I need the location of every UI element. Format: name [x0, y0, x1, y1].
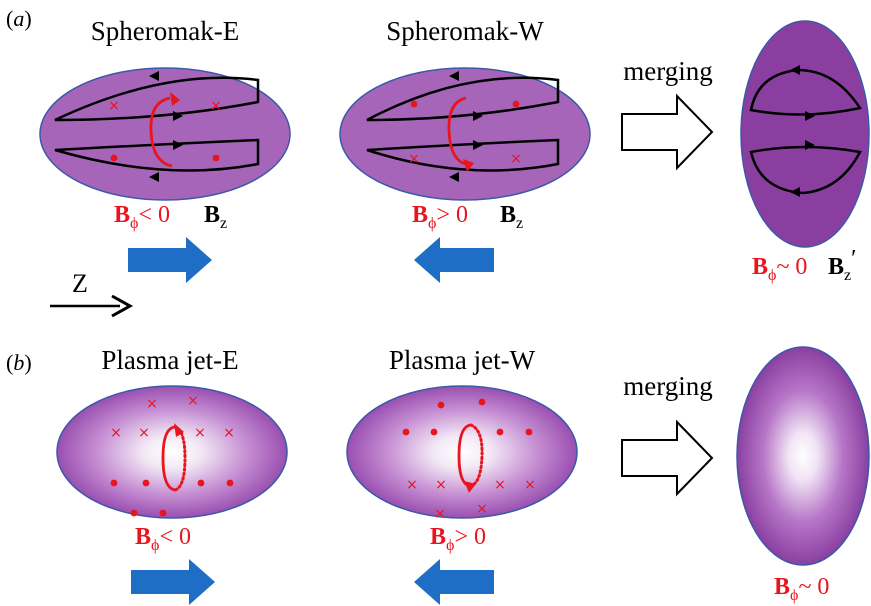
spheromak-w-bz: Bz — [500, 202, 523, 232]
out-of-page-icon — [478, 398, 486, 406]
red-arrowhead-icon — [463, 159, 474, 172]
velocity-west-arrow — [414, 237, 494, 283]
toroidal-field-arc — [149, 96, 173, 168]
into-page-icon: × — [406, 477, 418, 493]
field-arrow-icon — [173, 111, 183, 121]
field-arrow-icon — [473, 140, 483, 150]
into-page-icon: × — [110, 425, 122, 441]
toroidal-field-arc-front — [457, 423, 472, 488]
into-page-icon: × — [187, 393, 199, 409]
toroidal-field-arc — [447, 96, 467, 166]
out-of-page-icon — [159, 509, 167, 517]
field-arrow-icon — [149, 172, 159, 182]
merged-plasma-jet: Bϕ~ 0 — [736, 346, 870, 604]
spheromak-w-upper-field-loop — [366, 76, 560, 122]
panel-b: (b) Plasma jet-E × × × × × × Bϕ< 0 Plasm… — [6, 345, 870, 605]
velocity-east-arrow — [128, 237, 212, 283]
plasma-jet-e-title: Plasma jet-E — [101, 345, 238, 375]
merged-bz-prime: Bz′ — [828, 246, 856, 284]
red-arrowhead-icon — [170, 92, 180, 106]
into-page-icon: × — [223, 425, 235, 441]
plasma-jet-e-bphi: Bϕ< 0 — [135, 524, 191, 554]
spheromak-w: Spheromak-W × × Bϕ> 0 Bz — [339, 16, 591, 283]
velocity-west-arrow — [414, 559, 494, 605]
into-page-icon: × — [494, 477, 506, 493]
out-of-page-icon — [142, 479, 150, 487]
plasma-jet-w-body — [346, 385, 578, 519]
out-of-page-icon — [130, 509, 138, 517]
toroidal-field-arc-back — [468, 423, 484, 488]
out-of-page-icon — [226, 479, 234, 487]
merging-arrow-a — [621, 93, 714, 171]
merged-bphi: Bϕ~ 0 — [752, 254, 807, 284]
field-arrow-icon — [449, 71, 459, 81]
spheromak-e-plasma — [39, 67, 291, 201]
plasma-jet-e-body — [56, 385, 288, 519]
z-axis-label: Z — [72, 269, 88, 298]
into-page-icon: × — [476, 501, 488, 517]
field-arrow-icon — [473, 111, 483, 121]
spheromak-w-title: Spheromak-W — [386, 16, 544, 46]
into-page-icon: × — [435, 477, 447, 493]
spheromak-e: Spheromak-E × × Bϕ< 0 Bz — [39, 16, 291, 283]
spheromak-w-plasma — [339, 67, 591, 201]
field-arrow-icon — [790, 187, 800, 197]
into-page-icon: × — [108, 98, 120, 114]
panel-b-merging-label: merging — [623, 371, 713, 401]
merged-spheromak: Bϕ~ 0 Bz′ — [740, 20, 870, 284]
panel-a-merging-label: merging — [623, 56, 713, 86]
plasma-jet-w-title: Plasma jet-W — [389, 345, 536, 375]
merged-plasma-jet-body — [736, 346, 870, 566]
merged-jet-bphi: Bϕ~ 0 — [774, 574, 829, 604]
out-of-page-icon — [110, 479, 118, 487]
red-arrowhead-icon — [174, 423, 184, 437]
merged-upper-field-loop — [749, 68, 863, 116]
field-arrow-icon — [805, 111, 815, 121]
out-of-page-icon — [525, 428, 533, 436]
spheromak-e-lower-field-loop — [54, 138, 260, 172]
field-arrow-icon — [173, 140, 183, 150]
plasma-jet-w: Plasma jet-W × × × × × × Bϕ> 0 — [346, 345, 578, 605]
spheromak-e-upper-field-loop — [54, 76, 260, 122]
plasma-jet-w-bphi: Bϕ> 0 — [430, 524, 486, 554]
into-page-icon: × — [510, 151, 522, 167]
field-arrow-icon — [449, 172, 459, 182]
spheromak-e-title: Spheromak-E — [91, 16, 239, 46]
merged-lower-field-loop — [749, 145, 862, 195]
out-of-page-icon — [110, 154, 118, 162]
field-arrow-icon — [149, 71, 159, 81]
spheromak-e-bphi: Bϕ< 0 — [114, 202, 170, 232]
into-page-icon: × — [434, 506, 446, 522]
red-arrowhead-icon — [464, 481, 476, 493]
spheromak-w-lower-field-loop — [366, 138, 560, 172]
out-of-page-icon — [410, 100, 418, 108]
merging-arrow-b — [621, 419, 714, 497]
into-page-icon: × — [408, 151, 420, 167]
into-page-icon: × — [146, 396, 158, 412]
out-of-page-icon — [437, 401, 445, 409]
velocity-east-arrow — [131, 559, 215, 605]
field-arrow-icon — [805, 140, 815, 150]
into-page-icon: × — [138, 425, 150, 441]
panel-b-label: (b) — [6, 350, 32, 375]
out-of-page-icon — [430, 428, 438, 436]
out-of-page-icon — [402, 428, 410, 436]
plasma-jet-e: Plasma jet-E × × × × × × Bϕ< 0 — [56, 345, 288, 605]
into-page-icon: × — [210, 98, 222, 114]
into-page-icon: × — [524, 477, 536, 493]
panel-a: (a) Spheromak-E × × Bϕ< 0 Bz Spheromak-W — [6, 6, 870, 318]
out-of-page-icon — [512, 100, 520, 108]
field-arrow-icon — [790, 65, 800, 75]
spheromak-e-bz: Bz — [204, 202, 227, 232]
out-of-page-icon — [496, 428, 504, 436]
z-axis-arrowhead-icon — [111, 294, 134, 318]
into-page-icon: × — [194, 425, 206, 441]
toroidal-field-arc-front — [161, 425, 176, 492]
spheromak-w-bphi: Bϕ> 0 — [412, 202, 468, 232]
merged-spheromak-plasma — [740, 20, 870, 248]
out-of-page-icon — [212, 154, 220, 162]
out-of-page-icon — [197, 479, 205, 487]
panel-a-label: (a) — [6, 6, 32, 31]
